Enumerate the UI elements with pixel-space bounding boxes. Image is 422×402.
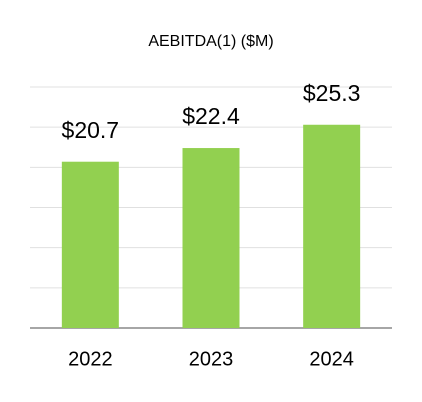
x-tick-label: 2022: [68, 348, 113, 370]
bar: [61, 161, 119, 328]
data-label: $22.4: [182, 103, 240, 129]
x-tick-label: 2023: [189, 348, 234, 370]
data-label: $25.3: [303, 80, 361, 106]
chart-title: AEBITDA(1) ($M): [148, 33, 273, 50]
data-label: $20.7: [62, 117, 120, 143]
bar: [182, 148, 240, 328]
x-tick-label: 2024: [309, 348, 354, 370]
bar: [303, 124, 361, 328]
